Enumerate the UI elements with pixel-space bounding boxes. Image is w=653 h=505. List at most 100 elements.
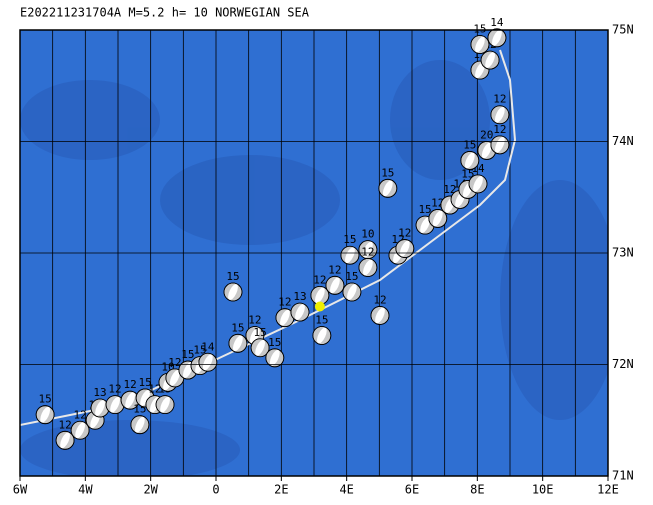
depth-label: 12 <box>248 314 261 327</box>
focal-mechanism <box>55 430 75 450</box>
focal-mechanism <box>358 258 378 277</box>
beachball-outline <box>470 35 490 54</box>
beachball-dilatation <box>345 247 355 264</box>
beachball-outline <box>460 151 480 170</box>
focal-mechanism <box>378 178 398 198</box>
beachball-dilatation <box>60 432 70 449</box>
beachball-dilatation <box>295 304 305 320</box>
y-tick-label: 72N <box>612 357 634 371</box>
depth-label: 15 <box>461 167 474 180</box>
focal-mechanism <box>460 151 480 170</box>
focal-mechanism <box>480 50 500 70</box>
epicenter <box>314 301 325 312</box>
focal-mechanism <box>70 420 90 440</box>
beachball-dilatation <box>420 217 430 234</box>
beachball-outline <box>35 405 55 425</box>
x-tick-label: 2W <box>143 483 158 497</box>
beachball-dilatation <box>347 284 357 300</box>
depth-label: 15 <box>181 348 194 361</box>
beachball-outline <box>395 239 415 258</box>
beachball-dilatation <box>110 396 120 413</box>
focal-mechanism <box>35 405 55 425</box>
beachball-dilatation <box>495 136 505 153</box>
x-tick-label: 10E <box>532 483 554 497</box>
x-tick-label: 0 <box>212 483 219 497</box>
focal-mechanism <box>312 326 332 345</box>
beachball-dilatation <box>330 277 340 294</box>
beachball-outline <box>265 348 285 368</box>
focal-mechanism <box>487 28 507 48</box>
depth-label: 12 <box>148 383 161 396</box>
depth-label: 15 <box>193 344 206 357</box>
depth-label: 15 <box>418 203 431 216</box>
beachball-dilatation <box>233 335 243 352</box>
beachball-dilatation <box>75 422 85 439</box>
focal-mechanism <box>228 333 248 353</box>
focal-mechanism <box>120 390 140 410</box>
beachball-dilatation <box>375 307 385 324</box>
y-tick-label: 74N <box>612 134 634 148</box>
beachball-outline <box>470 60 490 80</box>
depth-label: 15 <box>226 270 239 283</box>
beachball-outline <box>468 174 488 194</box>
depth-label: 15 <box>463 138 476 151</box>
beachball-outline <box>370 306 390 325</box>
depth-label: 15 <box>268 336 281 349</box>
y-tick-label: 75N <box>612 23 634 37</box>
beachball-dilatation <box>169 369 180 386</box>
depth-label: 13 <box>93 386 106 399</box>
depth-label: 12 <box>108 383 121 396</box>
depth-label: 12 <box>373 293 386 306</box>
depth-label: 20 <box>480 128 493 141</box>
depth-label: 15 <box>315 314 328 327</box>
focal-mechanism <box>90 398 110 418</box>
beachball-dilatation <box>399 240 410 257</box>
beachball-dilatation <box>228 284 238 300</box>
depth-label: 12 <box>58 418 71 431</box>
focal-mechanism <box>468 174 488 194</box>
depth-label: 12 <box>168 356 181 369</box>
beachball-outline <box>340 245 360 265</box>
beachball-dilatation <box>382 180 393 197</box>
beachball-dilatation <box>135 416 145 433</box>
focal-mechanism <box>395 239 415 258</box>
beachball-dilatation <box>160 396 170 413</box>
focal-mechanism <box>198 352 218 372</box>
beachball-outline <box>342 282 362 302</box>
focal-mechanism <box>130 415 150 435</box>
x-tick-label: 4E <box>339 483 353 497</box>
x-tick-label: 6W <box>13 483 28 497</box>
depth-label: 12 <box>398 227 411 240</box>
beachball-dilatation <box>183 362 193 378</box>
focal-mechanism <box>370 306 390 325</box>
depth-label: 15 <box>39 393 52 406</box>
depth-label: 15 <box>345 270 358 283</box>
focal-mechanism <box>342 282 362 302</box>
beachball-outline <box>378 178 398 198</box>
depth-label: 12 <box>361 245 374 258</box>
beachball-dilatation <box>269 349 280 366</box>
beachball-dilatation <box>140 390 150 406</box>
depth-label: 14 <box>201 340 215 353</box>
x-tick-label: 8E <box>470 483 484 497</box>
depth-label: 15 <box>381 166 394 179</box>
depth-label: 12 <box>328 263 341 276</box>
focal-mechanism <box>428 209 448 228</box>
beachball-dilatation <box>315 287 325 304</box>
depth-label: 15 <box>253 326 266 339</box>
title: E202211231704A M=5.2 h= 10 NORWEGIAN SEA <box>20 6 310 20</box>
depth-label: 12 <box>313 273 326 286</box>
beachball-outline <box>325 275 345 295</box>
x-tick-label: 4W <box>78 483 93 497</box>
depth-label: 10 <box>361 228 374 241</box>
beachball-dilatation <box>202 354 213 371</box>
depth-label: 12 <box>123 378 136 391</box>
beachball-dilatation <box>481 142 492 159</box>
beachball-outline <box>290 302 310 322</box>
beachball-dilatation <box>464 152 475 169</box>
focal-mechanism <box>490 105 510 125</box>
beachball-dilatation <box>495 106 505 123</box>
depth-label: 13 <box>293 290 306 303</box>
beachball-dilatation <box>40 406 51 423</box>
